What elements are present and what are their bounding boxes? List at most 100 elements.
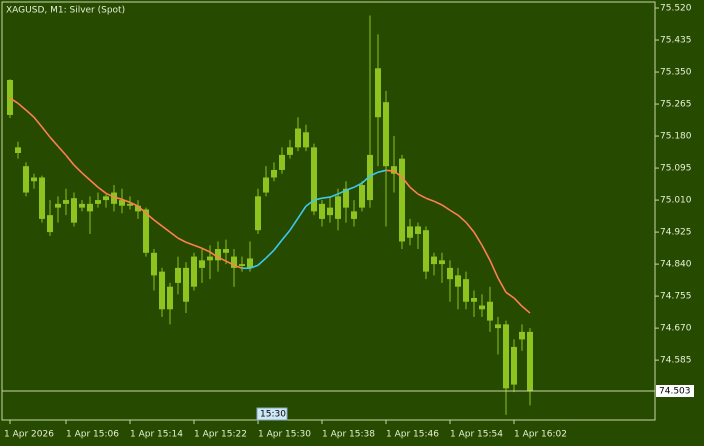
- moving-average-segment: [393, 170, 403, 178]
- candle-body: [471, 297, 477, 302]
- candle-body: [335, 196, 341, 219]
- moving-average-segment: [465, 221, 475, 233]
- candle-body: [415, 226, 421, 234]
- y-tick-label: 74.755: [660, 292, 692, 302]
- candle-body: [231, 256, 237, 268]
- candle-body: [375, 68, 381, 118]
- candle-body: [311, 147, 317, 212]
- candle-body: [367, 154, 373, 201]
- candle-body: [127, 203, 133, 206]
- candle-body: [447, 267, 453, 280]
- x-tick-label: 1 Apr 15:38: [322, 430, 375, 440]
- candle-body: [47, 215, 53, 233]
- candle-body: [343, 188, 349, 208]
- moving-average-segment: [369, 171, 379, 177]
- candle-body: [487, 301, 493, 321]
- moving-average-segment: [209, 251, 219, 258]
- candle-body: [383, 102, 389, 167]
- candle-body: [295, 128, 301, 148]
- moving-average-segment: [457, 214, 467, 223]
- moving-average-segment: [441, 204, 451, 211]
- candle-body: [287, 147, 293, 155]
- candle-body: [167, 286, 173, 310]
- candle-body: [39, 177, 45, 219]
- candle-body: [119, 200, 125, 206]
- candle-body: [23, 166, 29, 193]
- candle-body: [263, 177, 269, 193]
- cursor-label: 15:30: [260, 410, 286, 420]
- moving-average-segment: [345, 186, 355, 192]
- candle-body: [503, 324, 509, 389]
- y-tick-label: 75.350: [660, 68, 692, 78]
- moving-average-segment: [177, 237, 187, 243]
- candle-body: [143, 209, 149, 253]
- candle-body: [303, 132, 309, 148]
- moving-average-segment: [385, 169, 395, 172]
- candle-body: [63, 200, 69, 204]
- plot-frame: [1, 1, 656, 421]
- moving-average-segment: [17, 102, 27, 111]
- x-tick-label: 1 Apr 15:06: [66, 430, 119, 440]
- candle-body: [207, 256, 213, 261]
- moving-average-segment: [425, 197, 435, 202]
- moving-average-segment: [73, 164, 83, 174]
- candle-body: [407, 226, 413, 238]
- moving-average-segment: [521, 305, 531, 314]
- moving-average-segment: [25, 109, 35, 118]
- cursor-box: [256, 407, 288, 421]
- moving-average-segment: [201, 247, 211, 253]
- y-tick-label: 75.180: [660, 132, 692, 142]
- candle-body: [255, 196, 261, 231]
- candle-body: [159, 271, 165, 310]
- candle-body: [151, 252, 157, 276]
- candle-body: [511, 346, 517, 385]
- x-tick-label: 1 Apr 15:30: [258, 430, 311, 440]
- moving-average-segment: [409, 186, 419, 195]
- candle-body: [359, 185, 365, 208]
- moving-average-segment: [153, 219, 163, 227]
- moving-average-segment: [65, 154, 75, 166]
- candle-body: [191, 256, 197, 287]
- candle-body: [183, 267, 189, 302]
- moving-average-segment: [249, 264, 259, 269]
- moving-average-segment: [193, 244, 203, 250]
- moving-average-segment: [89, 179, 99, 188]
- candle-body: [463, 279, 469, 302]
- moving-average-segment: [497, 277, 507, 293]
- candle-body: [279, 154, 285, 170]
- moving-average-segment: [145, 212, 155, 221]
- candle-body: [455, 275, 461, 287]
- moving-average-segment: [161, 225, 171, 233]
- moving-average-segment: [81, 172, 91, 181]
- y-tick-label: 75.265: [660, 100, 692, 110]
- candle-body: [527, 331, 533, 392]
- y-tick-label: 74.925: [660, 228, 692, 238]
- moving-average-segment: [185, 241, 195, 247]
- candle-body: [423, 230, 429, 272]
- moving-average-segment: [9, 97, 19, 104]
- moving-average-segment: [169, 231, 179, 239]
- moving-average-segment: [473, 231, 483, 246]
- moving-average-segment: [105, 192, 115, 198]
- x-tick-label: 1 Apr 15:54: [450, 430, 503, 440]
- moving-average-segment: [489, 260, 499, 279]
- moving-average-segment: [305, 199, 315, 207]
- moving-average-segment: [417, 193, 427, 199]
- moving-average-segment: [97, 186, 107, 194]
- candle-body: [223, 249, 229, 253]
- candle-body: [391, 166, 397, 174]
- y-tick-label: 75.520: [660, 4, 692, 14]
- moving-average-segment: [225, 260, 235, 266]
- candle-body: [87, 203, 93, 212]
- moving-average-segment: [265, 249, 275, 259]
- candle-body: [399, 158, 405, 242]
- x-tick-label: 1 Apr 15:14: [130, 430, 183, 440]
- moving-average-segment: [129, 201, 139, 207]
- moving-average-segment: [321, 196, 331, 199]
- y-tick-label: 75.435: [660, 36, 692, 46]
- candle-body: [247, 258, 253, 268]
- candle-body: [15, 147, 21, 154]
- moving-average-segment: [33, 116, 43, 128]
- candle-body: [479, 305, 485, 310]
